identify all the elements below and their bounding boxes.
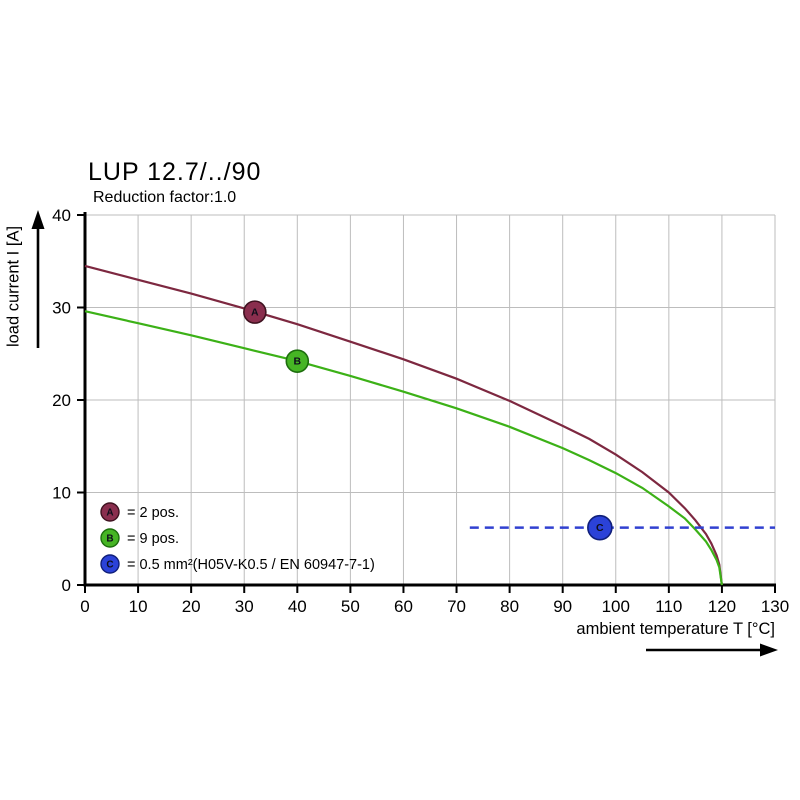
marker-C — [587, 514, 613, 541]
x-tick-label: 120 — [708, 597, 736, 616]
x-tick-label: 20 — [182, 597, 201, 616]
y-tick-label: 30 — [52, 299, 71, 318]
chart-title: LUP 12.7/../90 — [88, 158, 262, 186]
legend-label-A: = 2 pos. — [127, 505, 179, 521]
x-tick-label: 30 — [235, 597, 254, 616]
x-tick-label: 10 — [129, 597, 148, 616]
curve-B — [84, 310, 723, 586]
y-tick-label: 40 — [52, 206, 71, 225]
marker-B — [285, 349, 310, 373]
marker-letter-C: C — [596, 522, 604, 534]
x-tick-label: 0 — [80, 597, 89, 616]
y-tick-label: 20 — [52, 391, 71, 410]
axes — [77, 212, 776, 593]
marker-letter-A: A — [251, 307, 259, 319]
legend-swatch-C — [100, 554, 120, 574]
grid-lines — [84, 214, 776, 586]
x-tick-label: 110 — [655, 597, 682, 616]
y-axis-arrow-head — [31, 210, 45, 229]
legend-swatch-A — [100, 502, 120, 522]
x-tick-label: 70 — [447, 597, 466, 616]
x-tick-label: 130 — [761, 597, 789, 616]
marker-A — [243, 300, 267, 324]
x-tick-label: 100 — [602, 597, 630, 616]
legend-letter-C: C — [106, 560, 113, 571]
x-tick-label: 40 — [288, 597, 307, 616]
series-curves — [84, 264, 775, 586]
x-axis-label: ambient temperature T [°C] — [576, 620, 775, 638]
legend: A = 2 pos. B = 9 pos. C = 0.5 mm²(H05V-K0.5 /… — [100, 502, 375, 574]
series-markers: A B C — [243, 300, 613, 541]
axis-arrows — [31, 210, 778, 657]
x-tick-label: 80 — [500, 597, 519, 616]
legend-label-B: = 9 pos. — [127, 531, 179, 547]
legend-letter-A: A — [106, 508, 113, 519]
legend-swatch-B — [100, 528, 120, 548]
x-tick-label: 60 — [394, 597, 413, 616]
marker-letter-B: B — [294, 356, 302, 368]
legend-letter-B: B — [106, 534, 113, 545]
legend-label-C: = 0.5 mm²(H05V-K0.5 / EN 60947-7-1) — [127, 557, 375, 573]
y-tick-label: 10 — [52, 484, 71, 503]
chart-subtitle: Reduction factor:1.0 — [93, 189, 237, 206]
x-tick-label: 50 — [341, 597, 360, 616]
x-axis-arrow-head — [760, 643, 778, 657]
x-tick-label: 90 — [553, 597, 572, 616]
tick-labels: 0 10 20 30 40 50 60 70 80 90 100 110 120 130 0 10 20 30 40 — [52, 206, 789, 616]
y-tick-label: 0 — [62, 576, 71, 595]
